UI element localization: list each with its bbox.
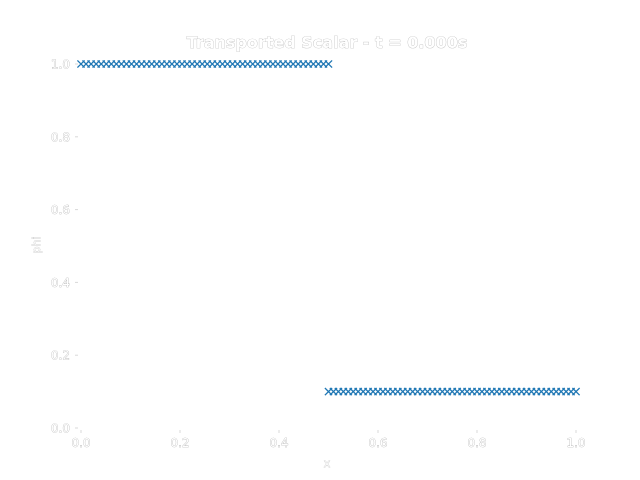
data-point [571,387,581,396]
x-tick-label: 0.6 [368,436,387,450]
y-tick-label: 0.6 [51,203,70,217]
x-tick-label: 0.2 [170,436,189,450]
data-series [76,59,581,396]
y-tick-label: 0.8 [51,130,70,144]
y-tick-label: 0.4 [51,276,70,290]
y-tick-label: 1.0 [51,58,70,72]
x-tick-label: 0.0 [71,436,90,450]
y-tick-label: 0.0 [51,422,70,436]
x-tick-label: 0.4 [269,436,288,450]
y-tick-label: 0.2 [51,349,70,363]
x-tick-label: 1.0 [566,436,585,450]
y-axis-label: phi [30,236,43,253]
x-axis-label: x [324,457,331,470]
y-axis-ticks: 0.0 0.2 0.4 0.6 0.8 1.0 [51,57,78,436]
x-axis-ticks: 0.0 0.2 0.4 0.6 0.8 1.0 [71,430,586,450]
data-point [324,59,333,69]
chart-title: Transported Scalar - t = 0.000s [187,33,468,52]
x-tick-label: 0.8 [467,436,486,450]
